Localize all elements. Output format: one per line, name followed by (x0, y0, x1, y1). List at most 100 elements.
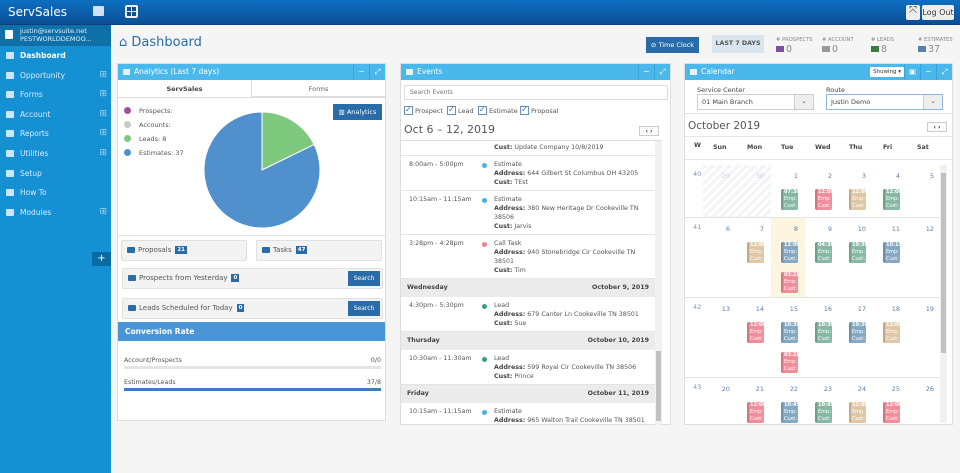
calendar-scrollbar[interactable] (940, 165, 947, 423)
expand-plus-icon[interactable]: ⊞ (99, 206, 107, 217)
event-item[interactable]: 10:30am - 11:30am Lead Address: 599 Royal … (401, 350, 655, 385)
prev-next-buttons[interactable]: ‹ › (639, 126, 659, 136)
calendar-day-cell[interactable]: 16 10:30Emp:Cust: (805, 298, 839, 377)
calendar-day-cell[interactable]: 1 07:30Emp:Cust: (771, 165, 805, 217)
apps-grid-icon[interactable] (125, 5, 138, 18)
calendar-day-cell[interactable]: 20 (703, 378, 737, 424)
calendar-day-cell[interactable]: 11 10:15Emp:Cust: (873, 218, 907, 297)
calendar-day-cell[interactable]: 6 (703, 218, 737, 297)
calendar-event-chip[interactable]: 10:30Emp:Cust: (849, 242, 866, 263)
calendar-event-chip[interactable]: 12:00Emp:Cust: (849, 189, 866, 210)
calendar-day-cell[interactable]: 812:00Emp:Cust:03:28Emp:Cust: (771, 218, 805, 297)
calendar-day-cell[interactable]: 30 (737, 165, 771, 217)
event-item[interactable]: 10:15am - 11:15am Estimate Address: 380 Ne… (401, 191, 655, 235)
calendar-day-cell[interactable]: 29 (703, 165, 737, 217)
showing-dropdown[interactable]: Showing ▾ (870, 67, 904, 77)
calendar-day-cell[interactable]: 23 10:45Emp:Cust: (805, 378, 839, 424)
calendar-event-chip[interactable]: 10:15Emp:Cust: (883, 242, 900, 263)
user-info[interactable]: justin@servsuite.net PESTWORLDDEMOO... (0, 25, 111, 46)
fullscreen-icon[interactable]: ⤧ (906, 5, 920, 20)
filter-prospect[interactable]: Prospect (404, 105, 443, 115)
sidebar-item-reports[interactable]: Reports ⊞ (0, 124, 111, 144)
filter-proposal[interactable]: Proposal (520, 105, 559, 115)
app-logo[interactable]: ServSales (8, 5, 67, 19)
calendar-event-chip[interactable]: 04:30Emp:Cust: (815, 242, 832, 263)
calendar-day-cell[interactable]: 3 12:00Emp:Cust: (839, 165, 873, 217)
filter-estimate[interactable]: Estimate (478, 105, 518, 115)
save-icon[interactable]: ▣ (904, 64, 920, 80)
calendar-day-cell[interactable]: 18 12:00Emp:Cust: (873, 298, 907, 377)
prospects-search-button[interactable]: Search (348, 271, 380, 286)
calendar-day-cell[interactable]: 13 (703, 298, 737, 377)
calendar-event-chip[interactable]: 12:00Emp:Cust: (747, 322, 764, 343)
add-icon[interactable]: + (92, 252, 111, 266)
calendar-event-chip[interactable]: 10:45Emp:Cust: (815, 402, 832, 423)
minimize-icon[interactable]: − (353, 64, 369, 80)
calendar-day-cell[interactable]: 10 10:30Emp:Cust: (839, 218, 873, 297)
calendar-day-cell[interactable]: 9 04:30Emp:Cust: (805, 218, 839, 297)
sidebar-item-how-to[interactable]: How To (0, 183, 111, 203)
event-item[interactable]: 4:30pm - 5:30pm Lead Address: 679 Canter L… (401, 297, 655, 332)
tab-forms[interactable]: Forms (252, 80, 385, 97)
calendar-day-cell[interactable]: 4 12:00Emp:Cust: (873, 165, 907, 217)
period-button[interactable]: LAST 7 DAYS (712, 35, 764, 53)
expand-plus-icon[interactable]: ⊞ (99, 69, 107, 80)
calendar-event-chip[interactable]: 07:30Emp:Cust: (781, 189, 798, 210)
calendar-event-chip[interactable]: 12:00Emp:Cust: (883, 322, 900, 343)
calendar-event-chip[interactable]: 12:00Emp:Cust: (747, 242, 764, 263)
calendar-event-chip[interactable]: 10:30Emp:Cust: (815, 322, 832, 343)
logout-button[interactable]: Log Out (922, 5, 954, 20)
minimize-icon[interactable]: − (920, 64, 936, 80)
analytics-button[interactable]: ▥ Analytics (333, 104, 382, 120)
expand-plus-icon[interactable]: ⊞ (99, 147, 107, 158)
event-item[interactable]: Cust: Update Company 10/8/2019 (401, 141, 655, 156)
route-select[interactable]: ⌄ Justin Demo (826, 94, 943, 110)
calendar-day-cell[interactable]: 2 12:00Emp:Cust: (805, 165, 839, 217)
service-center-select[interactable]: ⌄ 01 Main Branch (697, 94, 814, 110)
proposals-box[interactable]: Proposals 21 (121, 240, 247, 261)
calendar-event-chip[interactable]: 12:00Emp:Cust: (883, 189, 900, 210)
expand-icon[interactable]: ⤢ (369, 64, 385, 80)
sidebar-item-utilities[interactable]: Utilities ⊞ (0, 144, 111, 164)
calendar-day-cell[interactable]: 24 12:00Emp:Cust: (839, 378, 873, 424)
calendar-event-chip[interactable]: 10:45Emp:Cust: (781, 402, 798, 423)
calendar-day-cell[interactable]: 25 12:00Emp:Cust: (873, 378, 907, 424)
minimize-icon[interactable]: − (638, 64, 654, 80)
tasks-box[interactable]: Tasks 47 (256, 240, 382, 261)
event-item[interactable]: 3:28pm - 4:28pm Call Task Address: 940 Sto… (401, 235, 655, 279)
pie-slice-leads[interactable] (261, 111, 315, 171)
calendar-event-chip[interactable]: 12:00Emp:Cust: (747, 402, 764, 423)
expand-plus-icon[interactable]: ⊞ (99, 89, 107, 100)
expand-icon[interactable]: ⤢ (936, 64, 952, 80)
calendar-event-chip[interactable]: 10:30Emp:Cust: (781, 322, 798, 343)
sidebar-item-dashboard[interactable]: Dashboard (0, 46, 111, 66)
event-item[interactable]: 8:00am - 5:00pm Estimate Address: 644 Gilb… (401, 156, 655, 191)
calendar-event-chip[interactable]: 03:28Emp:Cust: (781, 272, 798, 293)
event-item[interactable]: 10:15am - 11:15am Estimate Address: 965 Wa… (401, 403, 655, 425)
expand-plus-icon[interactable]: ⊞ (99, 128, 107, 139)
menu-toggle-icon[interactable] (93, 6, 104, 16)
checkbox-checked-icon[interactable] (520, 105, 529, 115)
leads-search-button[interactable]: Search (348, 301, 380, 316)
filter-lead[interactable]: Lead (447, 105, 474, 115)
calendar-event-chip[interactable]: 12:00Emp:Cust: (849, 402, 866, 423)
sidebar-item-setup[interactable]: Setup (0, 164, 111, 184)
calendar-day-cell[interactable]: 19 (907, 298, 941, 377)
sidebar-item-account[interactable]: Account ⊞ (0, 105, 111, 125)
search-events-input[interactable] (404, 85, 668, 100)
pie-slice-estimates[interactable] (203, 111, 321, 229)
calendar-day-cell[interactable]: 7 12:00Emp:Cust: (737, 218, 771, 297)
checkbox-checked-icon[interactable] (447, 105, 456, 115)
calendar-day-cell[interactable]: 26 (907, 378, 941, 424)
calendar-day-cell[interactable]: 14 12:00Emp:Cust: (737, 298, 771, 377)
calendar-event-chip[interactable]: 10:30Emp:Cust: (849, 322, 866, 343)
sidebar-item-forms[interactable]: Forms ⊞ (0, 85, 111, 105)
calendar-event-chip[interactable]: 03:28Emp:Cust: (781, 352, 798, 373)
checkbox-checked-icon[interactable] (404, 105, 413, 115)
calendar-day-cell[interactable]: 5 (907, 165, 941, 217)
calendar-event-chip[interactable]: 12:00Emp:Cust: (781, 242, 798, 263)
calendar-day-cell[interactable]: 12 (907, 218, 941, 297)
tab-servsales[interactable]: ServSales (118, 80, 252, 97)
calendar-event-chip[interactable]: 12:00Emp:Cust: (815, 189, 832, 210)
